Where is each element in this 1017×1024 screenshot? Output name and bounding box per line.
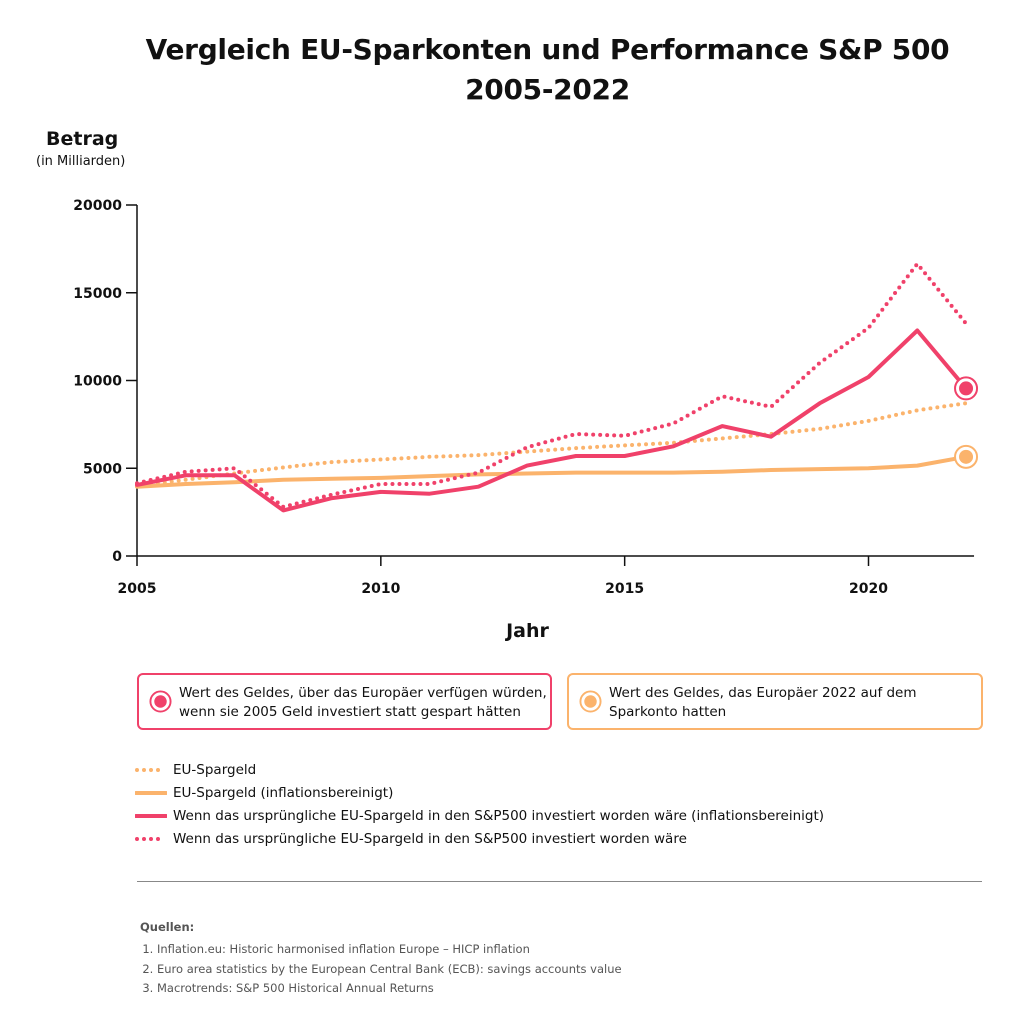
end-marker-dot-1: [959, 449, 974, 464]
chart-title-line2: 2005-2022: [465, 73, 630, 106]
series-line-3: [135, 261, 968, 509]
end-marker-dot-0: [959, 381, 974, 396]
legend-item-savings: EU-Spargeld: [135, 758, 824, 781]
dotted-pink-line-icon: [135, 836, 167, 841]
chart-title-line1: Vergleich EU-Sparkonten und Performance …: [145, 33, 950, 66]
y-tick-label: 0: [112, 549, 122, 565]
series-line-2: [135, 328, 968, 513]
x-tick-label: 2010: [361, 581, 400, 597]
y-axis-unit-label: (in Milliarden): [36, 154, 126, 169]
line-chart: 0 5000 10000 15000 20000 2005 2010 2015 2020: [73, 198, 979, 597]
callout-savings-text: Wert des Geldes, das Europäer 2022 auf d…: [609, 685, 917, 720]
legend-label-sp500-real: Wenn das ursprüngliche EU-Spargeld in de…: [173, 807, 825, 824]
y-tick-label: 10000: [73, 374, 122, 390]
legend-item-savings-real: EU-Spargeld (inflationsbereinigt): [135, 781, 824, 804]
callout-invested-value: Wert des Geldes, über das Europäer verfü…: [137, 673, 552, 730]
y-tick-label: 5000: [83, 461, 122, 477]
source-item: Euro area statistics by the European Cen…: [157, 960, 622, 980]
legend: EU-Spargeld EU-Spargeld (inflationsberei…: [135, 758, 824, 850]
legend-item-sp500: Wenn das ursprüngliche EU-Spargeld in de…: [135, 827, 824, 850]
legend-label-savings: EU-Spargeld: [173, 761, 257, 778]
legend-item-sp500-real: Wenn das ursprüngliche EU-Spargeld in de…: [135, 804, 824, 827]
sources-list: Inflation.eu: Historic harmonised inflat…: [140, 940, 622, 999]
callout-invested-text: Wert des Geldes, über das Europäer verfü…: [179, 685, 547, 720]
source-item: Macrotrends: S&P 500 Historical Annual R…: [157, 979, 622, 999]
y-tick-label: 15000: [73, 286, 122, 302]
x-tick-label: 2015: [605, 581, 644, 597]
dotted-orange-line-icon: [135, 767, 167, 772]
y-axis-label: Betrag: [46, 128, 119, 150]
sources-heading: Quellen:: [140, 920, 195, 934]
orange-marker-icon: [579, 690, 602, 713]
pink-marker-icon: [149, 690, 172, 713]
legend-label-sp500: Wenn das ursprüngliche EU-Spargeld in de…: [173, 830, 687, 847]
series-line-0: [135, 401, 968, 488]
divider: [137, 881, 982, 882]
series-line-1: [135, 454, 968, 489]
chart-title: Vergleich EU-Sparkonten und Performance …: [0, 30, 1017, 110]
x-axis-label: Jahr: [506, 620, 549, 642]
callout-savings-value: Wert des Geldes, das Europäer 2022 auf d…: [567, 673, 983, 730]
sources: Quellen: Inflation.eu: Historic harmonis…: [140, 920, 622, 999]
x-tick-label: 2005: [118, 581, 157, 597]
solid-pink-line-icon: [135, 813, 167, 818]
solid-orange-line-icon: [135, 790, 167, 795]
x-tick-label: 2020: [849, 581, 888, 597]
y-tick-label: 20000: [73, 198, 122, 214]
source-item: Inflation.eu: Historic harmonised inflat…: [157, 940, 622, 960]
legend-label-savings-real: EU-Spargeld (inflationsbereinigt): [173, 784, 394, 801]
